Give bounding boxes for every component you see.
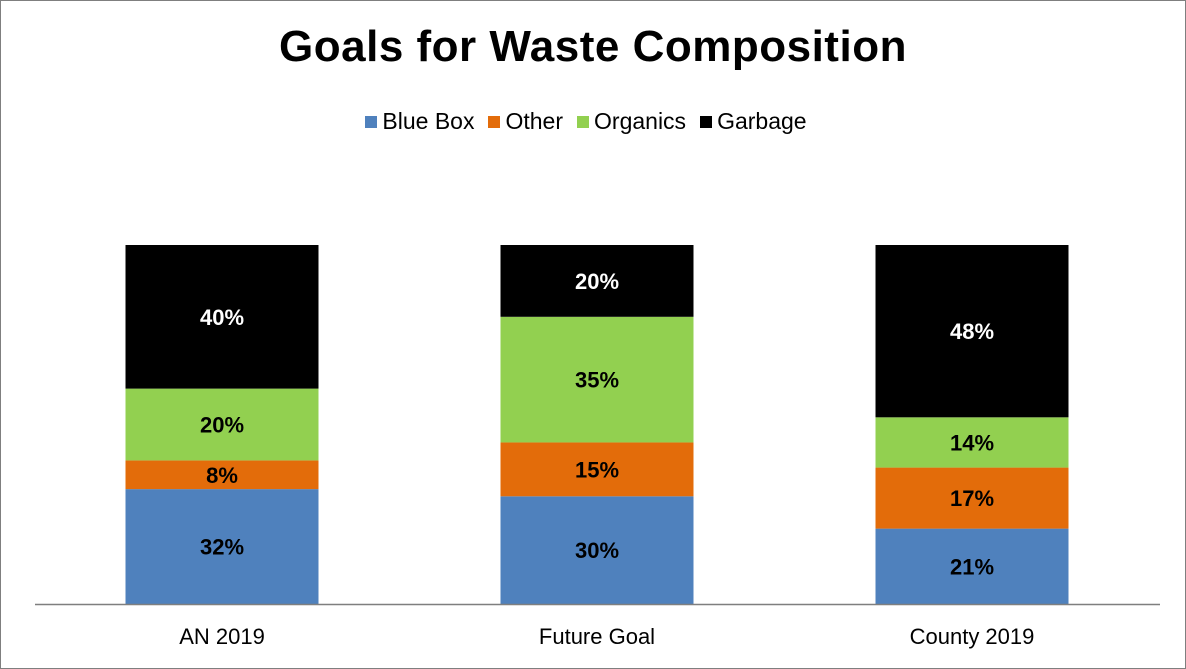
bar-garbage-future-goal xyxy=(500,245,694,317)
bar-blue-box-future-goal xyxy=(500,496,694,604)
bar-garbage-county-2019 xyxy=(875,245,1069,418)
data-label-other-county-2019: 17% xyxy=(950,486,994,511)
bar-organics-an-2019 xyxy=(125,388,319,461)
data-label-organics-future-goal: 35% xyxy=(575,368,619,393)
data-label-garbage-an-2019: 40% xyxy=(200,305,244,330)
legend-swatch-garbage xyxy=(700,115,713,128)
bar-other-county-2019 xyxy=(875,467,1069,529)
bar-blue-box-county-2019 xyxy=(875,528,1069,604)
legend: Blue Box Other Organics Garbage xyxy=(0,108,1186,135)
x-tick-label-an-2019: AN 2019 xyxy=(179,624,265,649)
legend-item-blue-box: Blue Box xyxy=(365,108,474,135)
data-label-blue-box-an-2019: 32% xyxy=(200,535,244,560)
legend-item-organics: Organics xyxy=(577,108,686,135)
data-label-blue-box-future-goal: 30% xyxy=(575,538,619,563)
legend-swatch-blue-box xyxy=(365,115,378,128)
legend-item-other: Other xyxy=(488,108,563,135)
legend-item-garbage: Garbage xyxy=(700,108,807,135)
legend-swatch-organics xyxy=(577,115,590,128)
data-label-organics-an-2019: 20% xyxy=(200,413,244,438)
bar-organics-county-2019 xyxy=(875,417,1069,468)
bar-other-future-goal xyxy=(500,442,694,497)
data-label-organics-county-2019: 14% xyxy=(950,430,994,455)
legend-label-garbage: Garbage xyxy=(717,108,807,134)
legend-label-organics: Organics xyxy=(594,108,687,134)
x-tick-label-future-goal: Future Goal xyxy=(539,624,655,649)
bar-other-an-2019 xyxy=(125,460,319,490)
x-tick-label-county-2019: County 2019 xyxy=(910,624,1035,649)
bar-organics-future-goal xyxy=(500,316,694,443)
bar-garbage-an-2019 xyxy=(125,245,319,389)
data-label-blue-box-county-2019: 21% xyxy=(950,554,994,579)
data-label-other-an-2019: 8% xyxy=(206,463,238,488)
data-label-other-future-goal: 15% xyxy=(575,457,619,482)
legend-swatch-other xyxy=(488,115,501,128)
chart-title: Goals for Waste Composition xyxy=(279,22,907,71)
data-label-garbage-county-2019: 48% xyxy=(950,319,994,344)
legend-label-blue-box: Blue Box xyxy=(382,108,475,134)
bar-blue-box-an-2019 xyxy=(125,489,319,604)
legend-label-other: Other xyxy=(505,108,564,134)
data-label-garbage-future-goal: 20% xyxy=(575,269,619,294)
